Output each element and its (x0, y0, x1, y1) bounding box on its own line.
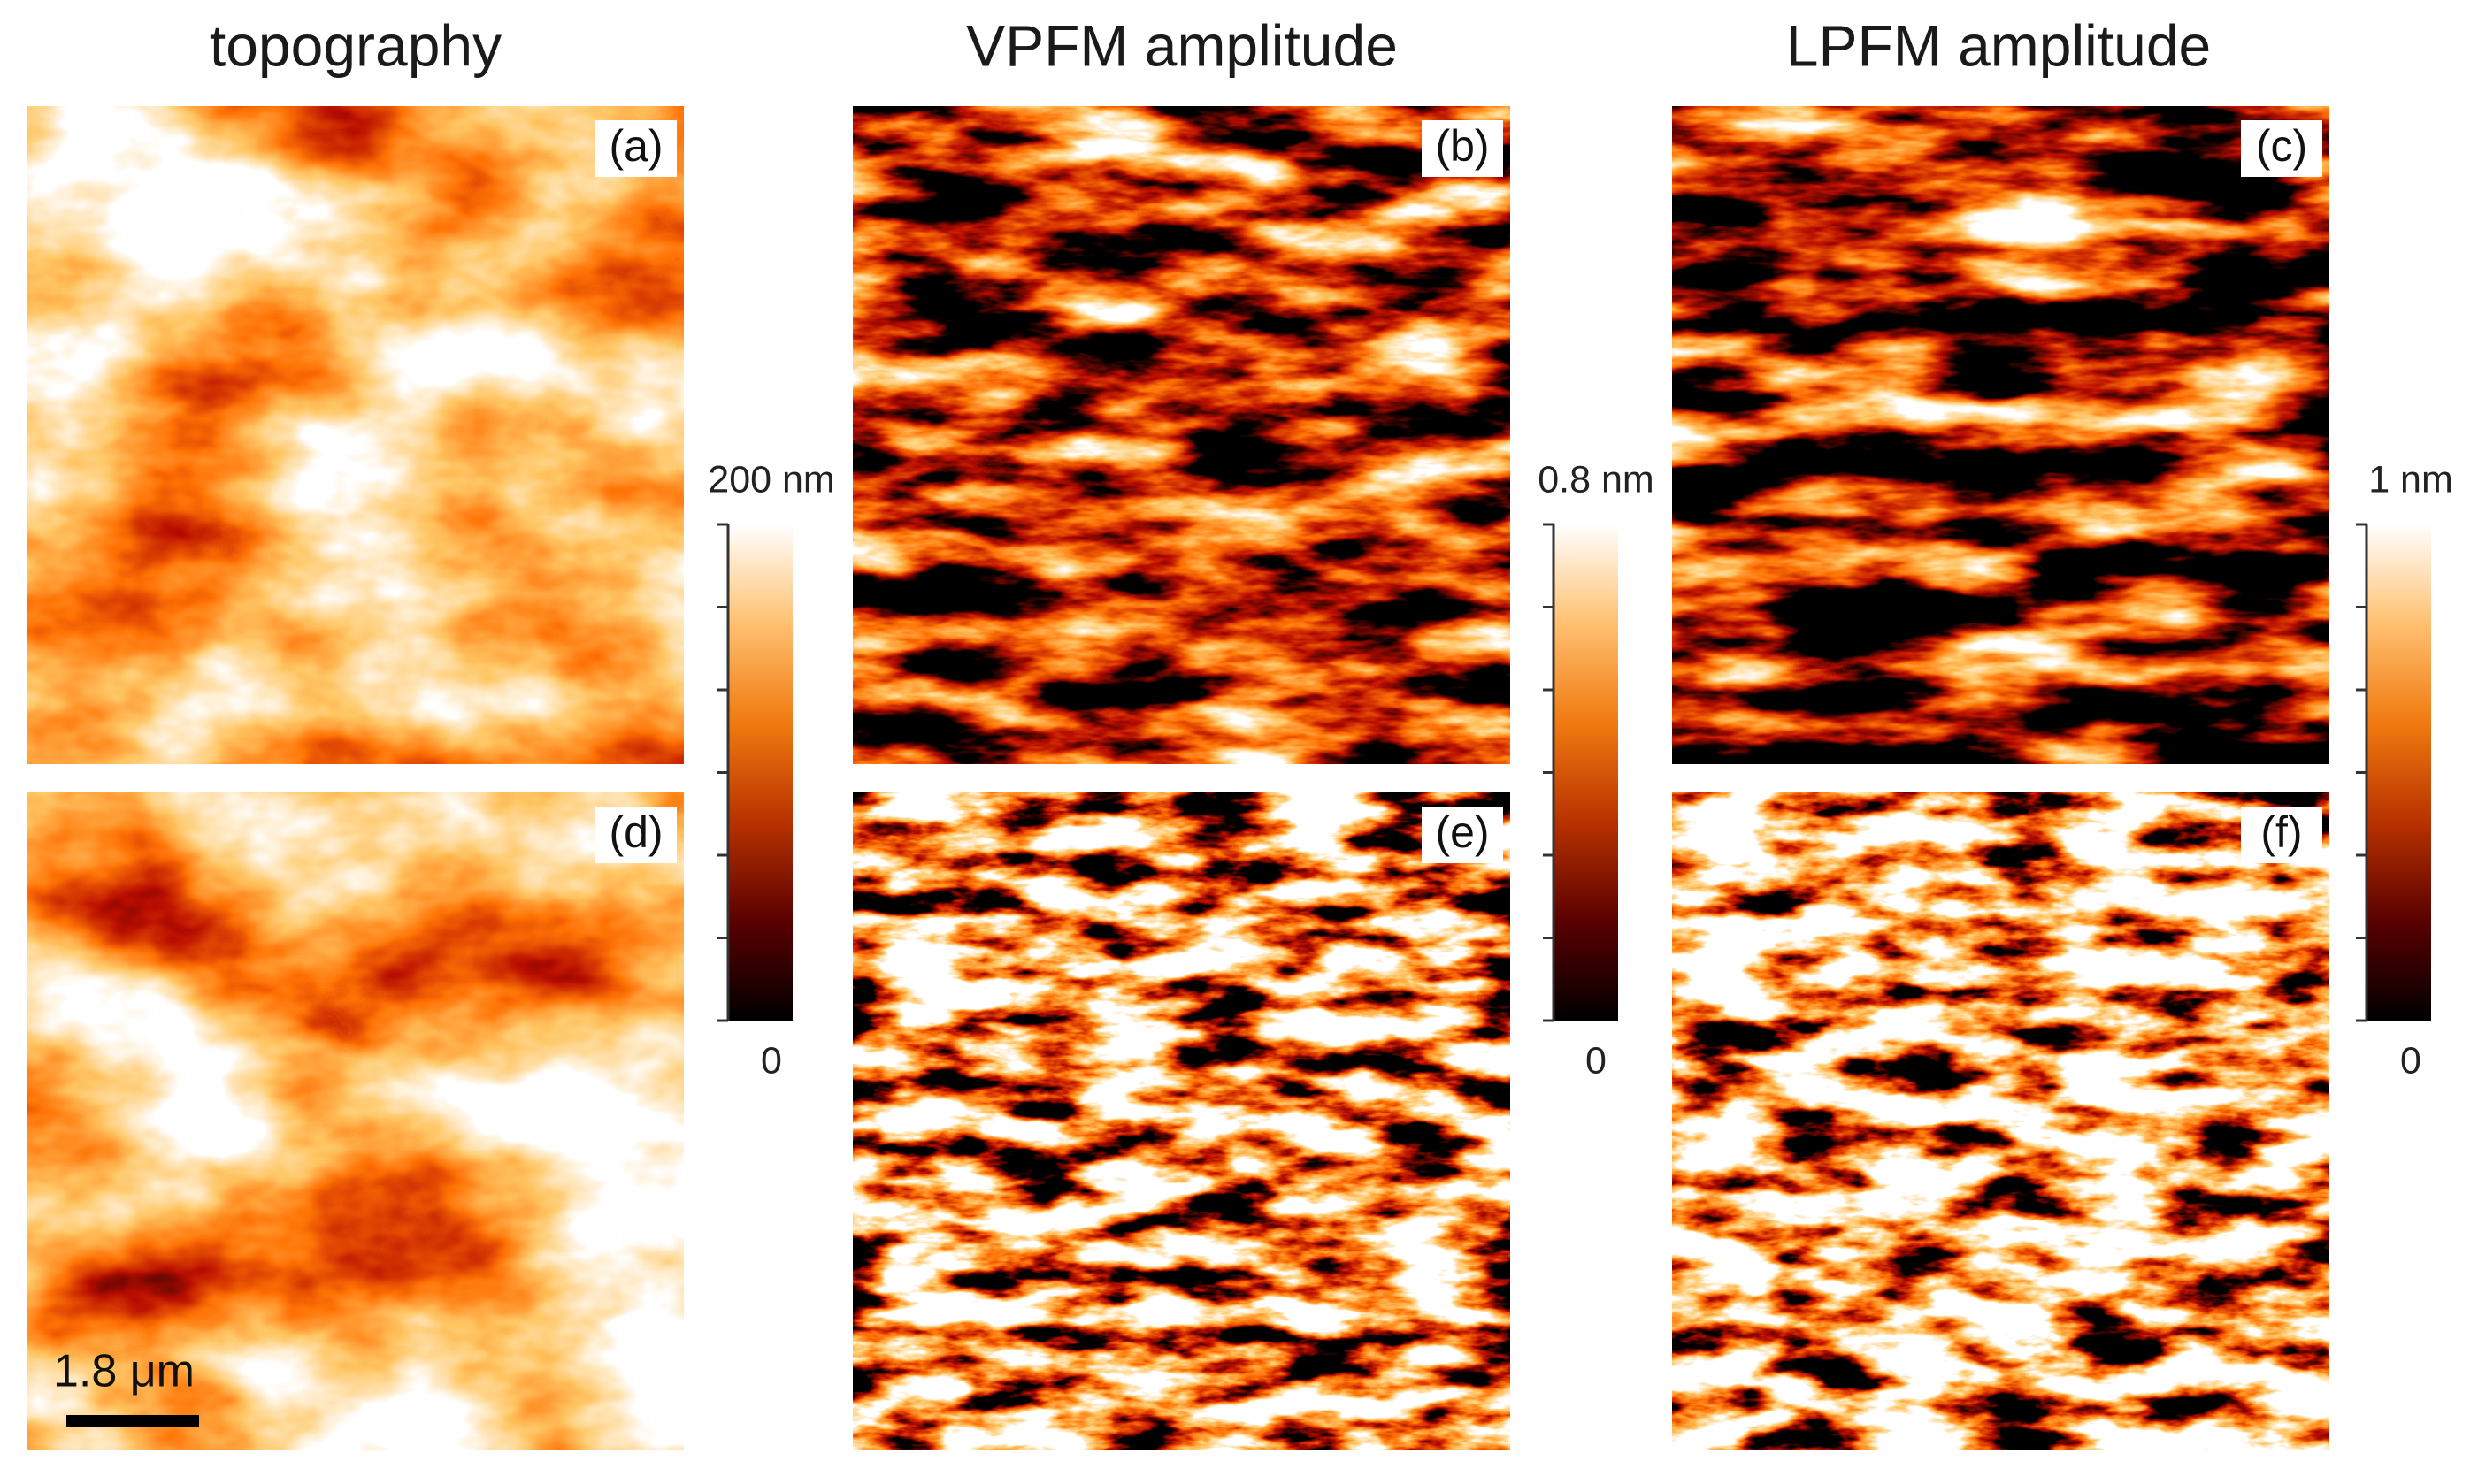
column-title: VPFM amplitude (966, 12, 1398, 78)
panels: (a) (b) (c) (d) (e) (f) (27, 106, 2329, 1450)
panel-label: (e) (1435, 807, 1489, 857)
panel-label-box (2241, 120, 2322, 177)
panel-label-box (595, 807, 677, 863)
colorbar (728, 524, 793, 1021)
afm-image (1672, 106, 2329, 764)
panel-label-box (1422, 120, 1503, 177)
afm-image (1672, 792, 2329, 1450)
afm-image (853, 106, 1510, 764)
colorbar-max-label: 0.8 nm (1538, 458, 1653, 501)
colorbar-min-label: 0 (761, 1039, 782, 1082)
panel-label: (d) (609, 807, 663, 857)
colorbar-min-label: 0 (1585, 1039, 1607, 1082)
scale-bar-label: 1.8 μm (53, 1346, 195, 1397)
colorbar-min-label: 0 (2400, 1039, 2421, 1082)
colorbars: 200 nm 0 0.8 nm 0 1 nm 0 (708, 458, 2453, 1082)
column-title: topography (210, 12, 502, 78)
colorbar-max-label: 200 nm (708, 458, 834, 501)
panel-label: (f) (2260, 807, 2302, 857)
panel-label-box (595, 120, 677, 177)
colorbar (1554, 524, 1618, 1021)
panel-label: (a) (609, 121, 663, 171)
panel-label-box (2241, 807, 2322, 863)
afm-image (853, 792, 1510, 1450)
panel-label-box (1422, 807, 1503, 863)
afm-image (27, 792, 684, 1450)
column-title: LPFM amplitude (1786, 12, 2212, 78)
colorbar-max-label: 1 nm (2368, 458, 2453, 501)
panel-label: (c) (2256, 121, 2307, 171)
scale-bar (66, 1415, 199, 1427)
afm-image (27, 106, 684, 764)
colorbar (2367, 524, 2431, 1021)
panel-label: (b) (1435, 121, 1489, 171)
